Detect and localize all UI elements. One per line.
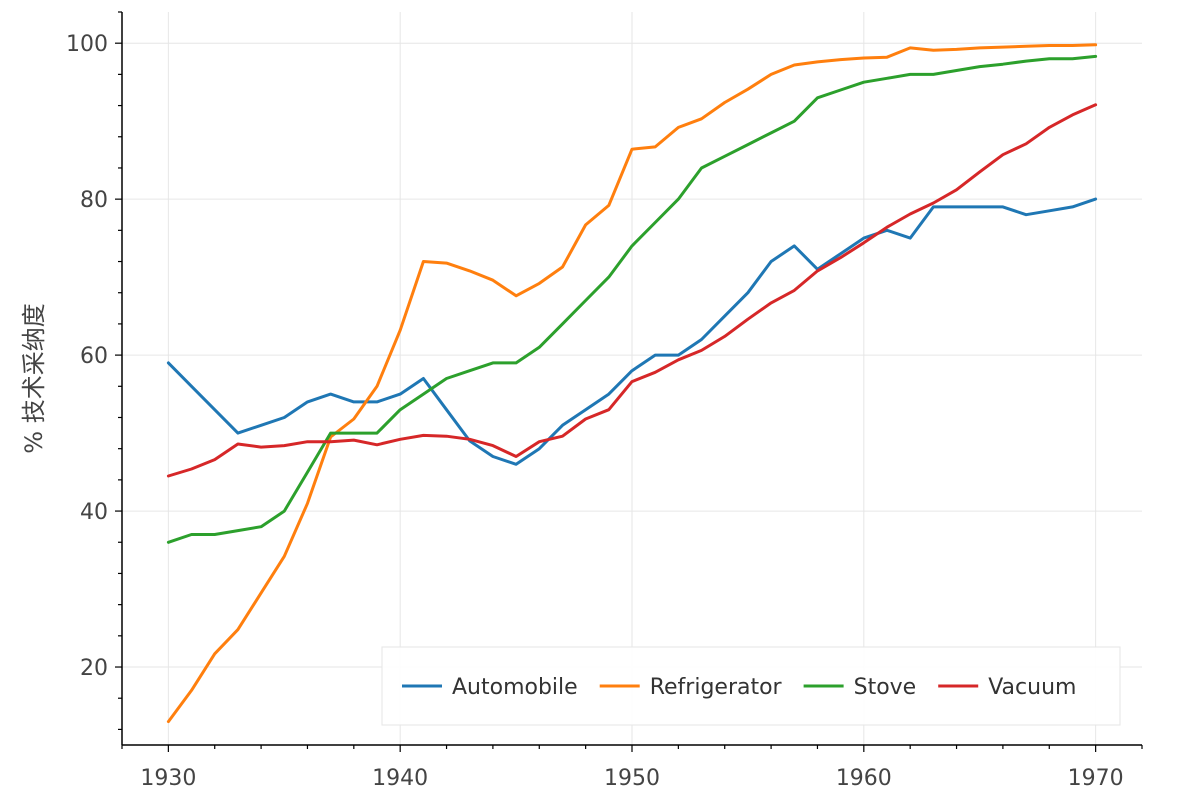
x-tick-label: 1940 [372,766,428,791]
y-tick-label: 60 [80,344,108,369]
axes: 20 40 60 80 100 1930 1940 1950 1960 1970 [66,11,1143,791]
y-tick-label: 100 [66,32,108,57]
y-tick-label: 80 [80,188,108,213]
series-line-automobile [166,197,1098,466]
x-tick-label: 1950 [604,766,660,791]
series-line-refrigerator [166,43,1098,724]
series-line-stove [166,54,1098,544]
x-tick-label: 1960 [836,766,892,791]
legend-label-stove: Stove [854,675,917,700]
legend-box [381,646,1121,726]
series-lines [166,43,1098,724]
y-tick-label: 40 [80,500,108,525]
legend-label-vacuum: Vacuum [988,675,1076,700]
x-tick-label: 1930 [140,766,196,791]
legend-label-automobile: Automobile [452,675,578,700]
grid [122,12,1142,745]
series-line-vacuum [166,103,1098,478]
x-tick-label: 1970 [1068,766,1124,791]
legend-label-refrigerator: Refrigerator [650,675,783,700]
y-axis-label: % 技术采纳度 [20,303,48,453]
legend: Automobile Refrigerator Stove Vacuum [381,646,1121,726]
y-tick-label: 20 [80,656,108,681]
